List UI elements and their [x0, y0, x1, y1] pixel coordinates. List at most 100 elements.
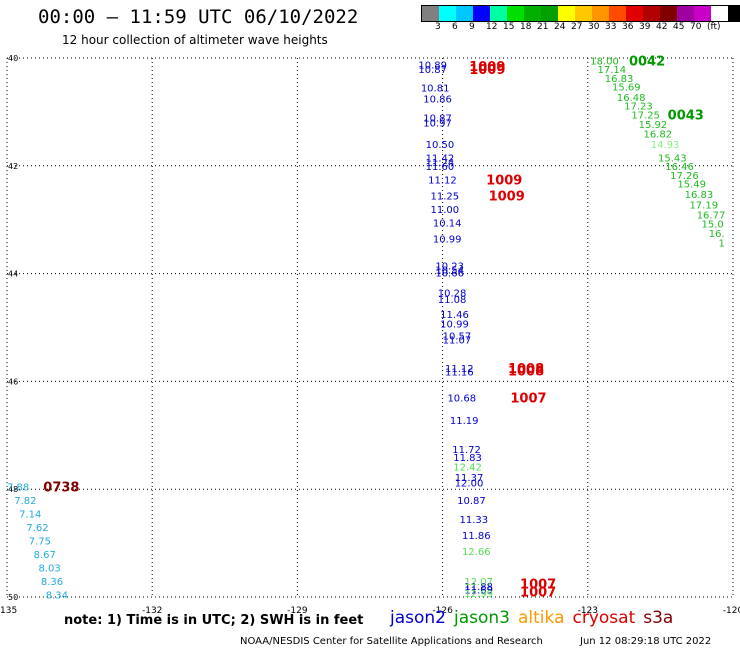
- legend-swatch: [507, 6, 524, 21]
- legend-swatch: [524, 6, 541, 21]
- pass-time-label: 1009: [469, 63, 505, 78]
- swh-value-jason2: 10.50: [426, 140, 455, 151]
- legend-swatch: [541, 6, 558, 21]
- swh-value-altika: 7.75: [29, 536, 51, 547]
- pass-time-label: 0043: [668, 109, 704, 124]
- swh-value-jason2: 11.33: [460, 515, 489, 526]
- lat-tick-label: 48: [8, 485, 18, 494]
- swh-value-jason2: 11.16: [445, 368, 474, 379]
- legend-tick-label: 6: [452, 22, 458, 32]
- swh-value-jason3-light: 14.93: [651, 140, 680, 151]
- map-subtitle: 12 hour collection of altimeter wave hei…: [62, 33, 328, 47]
- legend-swatch: [643, 6, 660, 21]
- legend-swatch: [694, 6, 711, 21]
- legend-tick-label: 3: [435, 22, 441, 32]
- swh-value-jason3: 17.14: [597, 65, 626, 76]
- swh-value-jason2: 10.87: [418, 65, 447, 76]
- legend-swatch: [592, 6, 609, 21]
- pass-time-label: 1007: [510, 392, 546, 407]
- swh-value-jason2: 10.66: [435, 269, 464, 280]
- legend-swatch: [660, 6, 677, 21]
- satellite-legend-s3a: s3a: [643, 608, 674, 628]
- swh-value-altika: 7.88: [7, 483, 29, 494]
- footnote: note: 1) Time is in UTC; 2) SWH is in fe…: [64, 613, 364, 628]
- swh-value-jason3: 16.83: [685, 190, 714, 201]
- swh-value-jason3: 15.49: [677, 180, 706, 191]
- swh-value-jason3: 1: [718, 238, 724, 249]
- swh-value-jason3: 16.: [709, 229, 725, 240]
- swh-value-jason2: 11.88: [464, 582, 493, 593]
- legend-tick-label: 45: [673, 22, 685, 32]
- lat-tick-label: 46: [8, 377, 18, 386]
- swh-value-light: 12.07: [464, 577, 493, 588]
- swh-value-jason2: 11.12: [445, 364, 474, 375]
- legend-tick-label: 9: [469, 22, 475, 32]
- legend-swatch: [558, 6, 575, 21]
- legend-tick-label: 30: [588, 22, 600, 32]
- swh-value-jason2: 11.86: [462, 531, 491, 542]
- legend-tick-label: 27: [571, 22, 583, 32]
- swh-value-altika: 8.03: [38, 563, 60, 574]
- lat-tick-label: 50: [8, 593, 18, 602]
- legend-tick-label: 24: [554, 22, 566, 32]
- legend-swatch: [456, 6, 473, 21]
- legend-tick-label: 70: [690, 22, 702, 32]
- swh-value-jason2: 10.87: [423, 113, 452, 124]
- swh-value-jason2: 11.12: [428, 175, 457, 186]
- legend-swatch: [728, 6, 740, 21]
- swh-value-jason2: 11.08: [438, 295, 467, 306]
- lat-tick-label: 44: [8, 270, 18, 279]
- legend-tick-label: 18: [520, 22, 532, 32]
- swh-value-jason2: 11.83: [453, 453, 482, 464]
- swh-value-light: 12.42: [453, 463, 482, 474]
- pass-time-label: 1009: [469, 60, 505, 75]
- swh-value-jason2: 10.68: [447, 394, 476, 405]
- swh-value-altika: 8.34: [46, 590, 68, 601]
- swh-value-altika: 7.82: [14, 496, 36, 507]
- lon-tick-label: -132: [142, 606, 162, 616]
- swh-value-jason3: 15.0: [702, 219, 724, 230]
- legend-swatch: [626, 6, 643, 21]
- lon-tick-label: -126: [432, 606, 453, 616]
- legend-swatch: [677, 6, 694, 21]
- swh-value-jason3: 16.46: [665, 162, 694, 173]
- legend-swatch: [473, 6, 490, 21]
- swh-value-jason2: 10.57: [443, 332, 472, 343]
- swh-value-jason3: 17.26: [670, 171, 699, 182]
- lat-tick-label: 42: [8, 162, 18, 171]
- pass-time-label: 1008: [508, 365, 544, 380]
- swh-value-jason2: 11.60: [426, 162, 455, 173]
- pass-time-label: 1008: [508, 362, 544, 377]
- swh-value-jason2: 10.54: [435, 265, 464, 276]
- generated-timestamp: Jun 12 08:29:18 UTC 2022: [580, 636, 712, 647]
- swh-value-jason2: 10.97: [423, 119, 452, 130]
- legend-tick-label: 21: [537, 22, 549, 32]
- legend-swatch: [575, 6, 592, 21]
- pass-time-label: 1007: [520, 586, 556, 601]
- swh-value-altika: 7.14: [19, 509, 41, 520]
- legend-tick-label: 39: [639, 22, 651, 32]
- legend-swatch: [490, 6, 507, 21]
- swh-value-jason2: 10.23: [435, 262, 464, 273]
- swh-value-jason3: 17.25: [631, 111, 660, 122]
- swh-value-jason3: 15.43: [658, 154, 687, 165]
- swh-value-jason3: 16.48: [617, 93, 646, 104]
- swh-value-jason2: 10.86: [423, 94, 452, 105]
- swh-value-jason2: 10.28: [438, 288, 467, 299]
- pass-time-label: 1009: [486, 173, 522, 188]
- pass-time-label: 1009: [489, 189, 525, 204]
- swh-value-jason2: 11.19: [450, 416, 479, 427]
- legend-tick-label: 42: [656, 22, 668, 32]
- lon-tick-label: -123: [578, 606, 598, 616]
- swh-value-jason3: 18.00: [590, 57, 619, 68]
- swh-value-jason2: 11.25: [431, 191, 460, 202]
- legend-tick-label: 12: [486, 22, 498, 32]
- swh-value-jason2: 10.89: [418, 60, 447, 71]
- swh-value-altika: 7.62: [26, 523, 48, 534]
- legend-swatch: [439, 6, 456, 21]
- satellite-legend-jason2: jason2: [390, 608, 446, 628]
- swh-value-altika: 8.36: [41, 577, 63, 588]
- swh-value-jason2: 10.99: [433, 235, 462, 246]
- swh-value-jason3: 16.77: [697, 210, 726, 221]
